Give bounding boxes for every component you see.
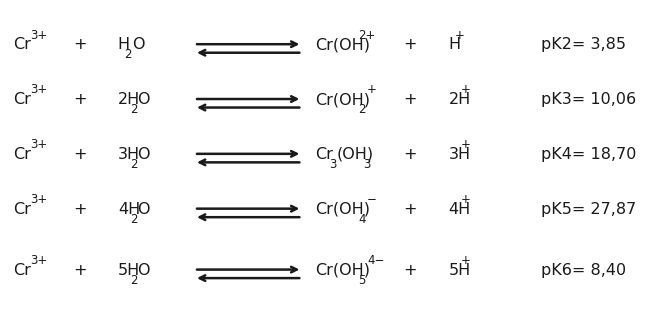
Text: 2: 2 — [130, 158, 138, 171]
Text: +: + — [404, 202, 417, 217]
Text: pK2= 3,85: pK2= 3,85 — [541, 37, 626, 52]
Text: O: O — [138, 263, 150, 278]
Text: 4H: 4H — [117, 202, 140, 217]
Text: 3H: 3H — [448, 147, 471, 162]
Text: Cr(OH): Cr(OH) — [315, 263, 370, 278]
Text: 5: 5 — [358, 274, 365, 287]
Text: 2: 2 — [358, 103, 365, 116]
Text: Cr: Cr — [13, 147, 31, 162]
Text: +: + — [73, 202, 86, 217]
Text: +: + — [461, 254, 471, 267]
Text: 2H: 2H — [117, 92, 140, 107]
Text: 3: 3 — [363, 158, 371, 171]
Text: O: O — [138, 92, 150, 107]
Text: H: H — [117, 37, 130, 52]
Text: 4: 4 — [358, 213, 365, 226]
Text: O: O — [138, 147, 150, 162]
Text: 4H: 4H — [448, 202, 471, 217]
Text: +: + — [461, 84, 471, 97]
Text: 3+: 3+ — [31, 254, 48, 267]
Text: +: + — [404, 263, 417, 278]
Text: 3+: 3+ — [31, 138, 48, 151]
Text: 3: 3 — [329, 158, 336, 171]
Text: 2: 2 — [130, 213, 138, 226]
Text: H: H — [448, 37, 461, 52]
Text: Cr: Cr — [13, 202, 31, 217]
Text: 2H: 2H — [448, 92, 471, 107]
Text: O: O — [132, 37, 145, 52]
Text: +: + — [73, 37, 86, 52]
Text: 3+: 3+ — [31, 84, 48, 97]
Text: O: O — [138, 202, 150, 217]
Text: Cr: Cr — [13, 263, 31, 278]
Text: 5H: 5H — [117, 263, 140, 278]
Text: +: + — [455, 29, 465, 42]
Text: pK6= 8,40: pK6= 8,40 — [541, 263, 626, 278]
Text: 5H: 5H — [448, 263, 471, 278]
Text: 3+: 3+ — [31, 193, 48, 206]
Text: (OH): (OH) — [337, 147, 374, 162]
Text: pK4= 18,70: pK4= 18,70 — [541, 147, 636, 162]
Text: +: + — [73, 263, 86, 278]
Text: +: + — [461, 138, 471, 151]
Text: +: + — [73, 147, 86, 162]
Text: 2: 2 — [130, 103, 138, 116]
Text: Cr(OH): Cr(OH) — [315, 37, 370, 52]
Text: Cr(OH): Cr(OH) — [315, 92, 370, 107]
Text: Cr: Cr — [13, 37, 31, 52]
Text: Cr(OH): Cr(OH) — [315, 202, 370, 217]
Text: Cr: Cr — [13, 92, 31, 107]
Text: pK5= 27,87: pK5= 27,87 — [541, 202, 636, 217]
Text: +: + — [404, 92, 417, 107]
Text: +: + — [404, 37, 417, 52]
Text: −: − — [367, 193, 377, 206]
Text: +: + — [461, 193, 471, 206]
Text: Cr: Cr — [315, 147, 333, 162]
Text: +: + — [404, 147, 417, 162]
Text: +: + — [367, 84, 377, 97]
Text: 2: 2 — [130, 274, 138, 287]
Text: 3H: 3H — [117, 147, 140, 162]
Text: 3+: 3+ — [31, 29, 48, 42]
Text: pK3= 10,06: pK3= 10,06 — [541, 92, 636, 107]
Text: 2: 2 — [125, 49, 132, 62]
Text: 4−: 4− — [367, 254, 384, 267]
Text: 2+: 2+ — [358, 29, 376, 42]
Text: +: + — [73, 92, 86, 107]
